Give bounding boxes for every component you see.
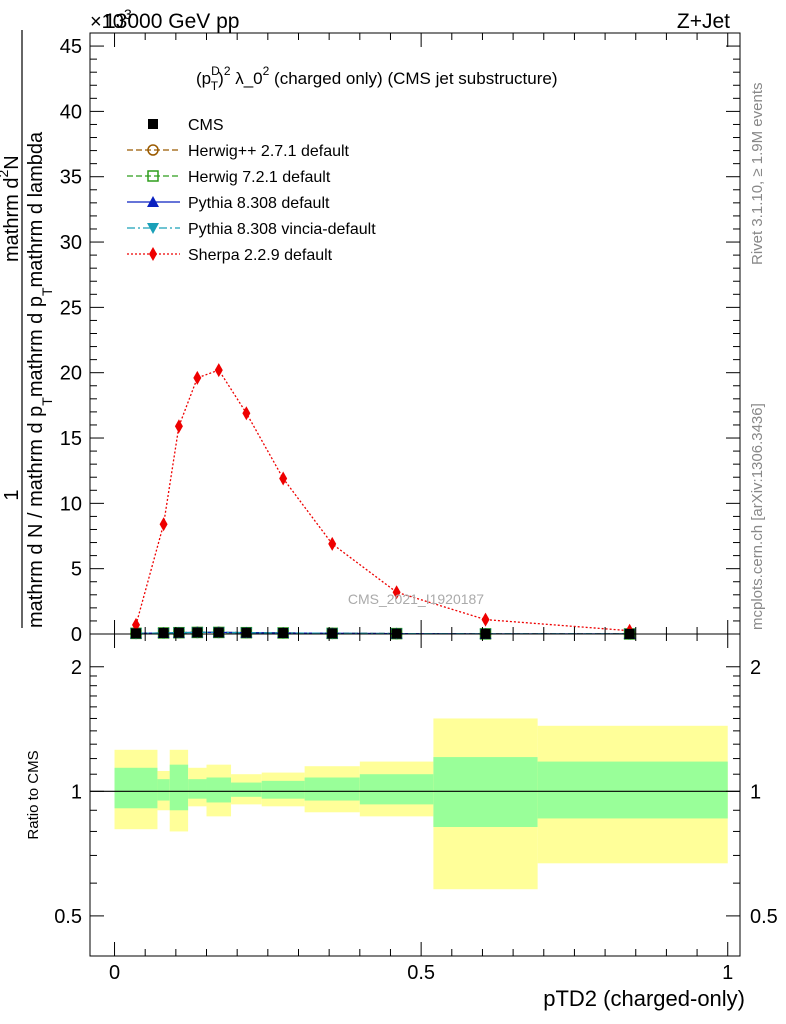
- ratio-inner-band: [157, 779, 170, 801]
- ylabel-one: 1: [1, 489, 23, 500]
- rivet-label: Rivet 3.1.10, ≥ 1.9M events: [749, 83, 766, 266]
- legend-marker: [147, 196, 159, 207]
- data-point: [158, 627, 169, 638]
- main-ylabel: 1 mathrm d N / mathrm d pTmathrm d pTmat…: [0, 30, 55, 628]
- y-tick-label: 25: [60, 297, 82, 319]
- ratio-y-tick-label: 2: [71, 657, 82, 679]
- header-right: Z+Jet: [677, 10, 730, 33]
- ratio-inner-band: [114, 767, 158, 809]
- y-tick-label: 5: [71, 559, 82, 581]
- legend-item-herwig-pp: Herwig++ 2.7.1 default: [127, 143, 350, 160]
- ratio-inner-band: [537, 761, 728, 819]
- data-point: [192, 627, 203, 638]
- data-point: [159, 517, 168, 532]
- y-tick-label: 45: [60, 36, 82, 58]
- data-point: [193, 370, 202, 385]
- legend-label: CMS: [188, 117, 224, 134]
- y-tick-label: 30: [60, 232, 82, 254]
- data-point: [279, 471, 288, 486]
- legend: CMS Herwig++ 2.7.1 default Herwig 7.2.1 de…: [127, 117, 376, 264]
- exponent-label: ×103: [90, 6, 132, 33]
- y-tick-label: 10: [60, 493, 82, 515]
- legend-label: Pythia 8.308 default: [188, 195, 330, 212]
- data-point: [174, 419, 183, 434]
- ratio-y-tick-label-right: 2: [750, 657, 761, 679]
- legend-marker: [149, 247, 157, 261]
- plot-title: (pD T)2 λ_02 (charged only) (CMS jet subs…: [196, 64, 557, 93]
- ratio-inner-band: [359, 774, 434, 805]
- data-point: [213, 627, 224, 638]
- legend-marker: [147, 170, 159, 182]
- legend-item-sherpa: Sherpa 2.2.9 default: [127, 247, 333, 264]
- legend-marker: [147, 223, 159, 234]
- legend-label: Herwig++ 2.7.1 default: [188, 143, 350, 160]
- ratio-inner-band: [433, 757, 538, 827]
- y-tick-label: 20: [60, 363, 82, 385]
- legend-label: Pythia 8.308 vincia-default: [188, 221, 376, 238]
- legend-label: Sherpa 2.2.9 default: [188, 247, 333, 264]
- data-point: [481, 612, 490, 627]
- legend-marker: [147, 144, 159, 156]
- data-point: [242, 406, 251, 421]
- data-point: [214, 363, 223, 378]
- legend-item-herwig-7: Herwig 7.2.1 default: [127, 169, 331, 186]
- x-tick-label: 1: [722, 962, 733, 984]
- ratio-plot-frame: [89, 633, 741, 957]
- data-point: [328, 536, 337, 551]
- y-tick-label: 15: [60, 428, 82, 450]
- y-tick-label: 40: [60, 101, 82, 123]
- ratio-inner-band: [231, 782, 262, 797]
- xlabel: pTD2 (charged-only): [543, 986, 745, 1011]
- legend-marker: [148, 119, 158, 129]
- ratio-y-tick-label: 0.5: [54, 906, 82, 928]
- ratio-y-tick-label-right: 0.5: [750, 906, 778, 928]
- main-plot-panel: 0 5 10 15 20 25 30 35 40 45 (pD T)2 λ_02 (charged …: [60, 32, 741, 646]
- ratio-inner-band: [206, 777, 232, 803]
- ratio-inner-band: [304, 777, 360, 801]
- ylabel-denominator: mathrm d N / mathrm d pTmathrm d pTmathr…: [25, 131, 55, 628]
- ratio-inner-band: [169, 764, 189, 811]
- header-left: 13000 GeV pp: [104, 10, 239, 33]
- ratio-inner-band: [188, 779, 207, 799]
- watermark: CMS_2021_I1920187: [348, 591, 484, 607]
- ratio-plot-panel: 0.5 0.5 1 1 2 2 0 0.5 1 Ratio to CMS pTD2 (charg…: [25, 633, 778, 1011]
- data-point: [327, 628, 338, 639]
- data-point: [241, 627, 252, 638]
- ratio-y-tick-label-right: 1: [750, 781, 761, 803]
- legend-label: Herwig 7.2.1 default: [188, 169, 331, 186]
- ylabel-numerator: mathrm d2N: [0, 155, 23, 262]
- ratio-inner-band: [261, 780, 305, 799]
- y-tick-label: 0: [71, 624, 82, 646]
- y-tick-label: 35: [60, 167, 82, 189]
- x-tick-label: 0.5: [407, 962, 435, 984]
- data-point: [173, 627, 184, 638]
- legend-item-pythia-default: Pythia 8.308 default: [127, 195, 330, 212]
- data-point: [130, 628, 141, 639]
- mcplots-label: mcplots.cern.ch [arXiv:1306.3436]: [749, 403, 766, 630]
- legend-item-pythia-vincia: Pythia 8.308 vincia-default: [127, 221, 376, 238]
- legend-item-cms: CMS: [148, 117, 224, 134]
- ratio-y-tick-label: 1: [71, 781, 82, 803]
- data-point: [392, 585, 401, 600]
- ratio-ylabel: Ratio to CMS: [25, 750, 42, 839]
- data-point: [278, 627, 289, 638]
- x-tick-label: 0: [109, 962, 120, 984]
